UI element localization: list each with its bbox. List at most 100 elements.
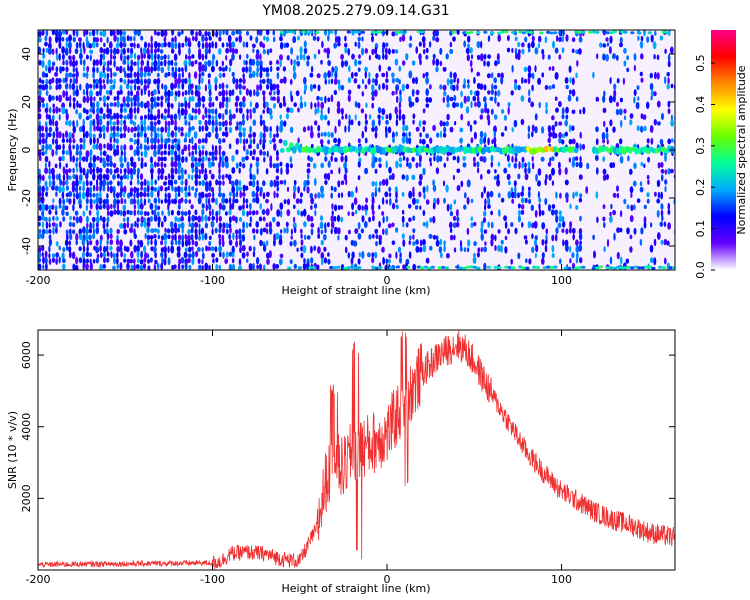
spectrogram-cell — [160, 167, 165, 175]
spectrogram-cell — [266, 258, 270, 265]
spectrogram-cell — [75, 70, 79, 78]
spectrogram-cell — [504, 235, 508, 241]
spectrogram-cell — [327, 70, 331, 78]
spectrogram-cell — [389, 197, 392, 206]
spectrogram-cell — [549, 157, 552, 163]
spectrogram-cell — [514, 36, 518, 42]
spectrogram-cell — [477, 167, 480, 174]
spectrogram-cell — [643, 125, 647, 132]
spectrogram-cell — [146, 145, 150, 151]
spectrogram-cell — [289, 126, 294, 133]
spectrogram-cell — [384, 227, 389, 236]
spectrogram-cell — [133, 52, 137, 60]
spectrogram-cell — [252, 119, 257, 126]
spectrogram-cell — [140, 181, 144, 187]
spectrogram-cell — [401, 174, 406, 180]
spectrogram-cell — [99, 37, 103, 43]
spectrogram-cell — [531, 72, 535, 80]
spectrogram-cell — [385, 199, 388, 205]
spectrogram-cell — [38, 228, 42, 234]
spectrogram-cell — [314, 193, 317, 199]
spectrogram-cell — [247, 144, 252, 150]
spectrogram-cell — [164, 227, 167, 233]
spectrogram-cell — [418, 154, 422, 163]
spectrogram-cell — [412, 191, 415, 198]
spectrogram-cell — [382, 228, 385, 235]
spectrogram-cell — [364, 204, 369, 212]
spectrogram-cell — [276, 88, 280, 96]
spectrogram-cell — [561, 228, 565, 233]
spectrogram-cell — [52, 215, 55, 222]
spectrogram-cell — [231, 89, 235, 96]
spectrogram-cell — [129, 36, 133, 42]
spectrogram-cell — [238, 233, 242, 240]
spectrogram-cell — [252, 43, 256, 48]
spectrogram-cell — [95, 196, 100, 205]
spectrogram-cell — [163, 36, 167, 42]
spectrogram-cell — [649, 257, 654, 264]
spectrogram-cell — [418, 161, 422, 168]
spectrogram-cell — [320, 113, 324, 121]
spectrogram-cell — [136, 71, 140, 79]
spectrogram-cell — [347, 94, 351, 103]
spectrogram-cell — [654, 30, 657, 36]
spectrogram-cell — [51, 95, 55, 101]
spectrogram-cell — [194, 191, 198, 199]
spectrogram-cell — [167, 209, 171, 217]
spectrogram-cell — [146, 226, 150, 234]
spectrogram-cell — [156, 262, 160, 270]
spectrogram-cell — [387, 66, 392, 71]
spectrogram-cell — [613, 95, 616, 103]
spectrogram-cell — [480, 220, 484, 228]
spectrogram-cell — [265, 240, 269, 247]
spectrogram-cell — [55, 130, 59, 139]
spectrogram-cell — [422, 186, 426, 194]
spectrogram-cell — [51, 48, 55, 55]
spectrogram-cell — [262, 43, 266, 49]
spectrogram-cell — [78, 257, 83, 264]
spectrogram-cell — [402, 125, 405, 133]
spectrogram-cell — [106, 142, 110, 151]
spectrogram-cell — [255, 90, 260, 97]
spectrogram-cell — [313, 203, 318, 209]
spectrogram-cell — [235, 95, 240, 102]
spectrogram-cell — [361, 130, 365, 139]
x-tick-label: 100 — [551, 573, 572, 586]
spectrogram-cell — [140, 151, 143, 157]
spectrogram-cell — [190, 30, 194, 36]
spectrogram-cell — [116, 203, 120, 211]
spectrogram-cell — [319, 221, 324, 230]
spectrogram-cell — [69, 149, 72, 158]
spectrogram-cell — [259, 83, 263, 91]
spectrogram-cell — [188, 185, 191, 193]
spectrogram-cell — [545, 228, 549, 235]
spectrogram-cell — [78, 126, 83, 133]
spectrogram-cell — [153, 187, 158, 192]
y-tick-label: 2000 — [20, 484, 33, 512]
spectrogram-cell — [357, 36, 361, 42]
spectrogram-cell — [340, 192, 344, 198]
spectrogram-cell — [494, 96, 497, 104]
spectrogram-cell — [160, 221, 164, 228]
spectrogram-cell — [190, 227, 194, 234]
spectrogram-cell — [96, 174, 100, 180]
spectrogram-cell — [197, 40, 201, 49]
spectrogram-cell — [229, 216, 232, 224]
spectrogram-cell — [385, 178, 389, 187]
spectrogram-cell — [242, 163, 246, 169]
spectrogram-cell — [170, 156, 174, 164]
spectrogram-edge-cell — [469, 31, 474, 34]
spectrogram-cell — [119, 34, 123, 43]
spectrogram-cell — [167, 60, 172, 66]
spectrogram-cell — [249, 112, 252, 120]
spectrogram-cell — [38, 95, 42, 102]
spectrogram-cell — [137, 131, 140, 138]
spectrogram-cell — [660, 209, 664, 217]
spectrogram-cell — [595, 138, 599, 146]
spectrogram-cell — [56, 173, 59, 181]
spectrogram-cell — [493, 84, 498, 90]
spectrogram-cell — [639, 186, 644, 193]
spectrogram-cell — [135, 264, 140, 270]
spectrogram-cell — [399, 257, 402, 264]
spectrogram-cell — [106, 210, 110, 217]
